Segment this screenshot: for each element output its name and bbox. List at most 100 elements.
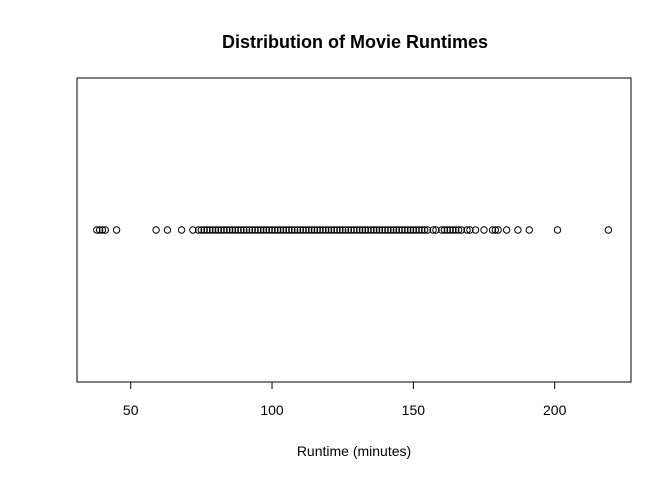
data-point [491,226,500,234]
data-point [412,226,420,234]
data-point [420,226,429,234]
data-point [296,226,304,234]
data-point [463,226,471,234]
data-point [305,226,313,234]
data-point [387,226,395,234]
data-point [242,226,251,234]
data-point [514,226,522,234]
data-point [327,226,336,234]
data-point [415,226,423,234]
data-point [197,226,206,234]
x-tick-label: 200 [543,402,567,418]
x-tick-label: 50 [123,402,139,418]
data-point [404,226,412,234]
data-point [177,226,186,234]
data-point [471,226,480,234]
data-point [494,226,502,234]
data-point [276,226,285,234]
data-point [95,226,104,234]
data-point [152,226,160,234]
data-point [98,226,107,234]
data-point [333,226,341,234]
data-point [189,226,197,234]
data-point [375,226,384,234]
data-point [370,226,378,234]
data-point [324,226,333,234]
data-point [206,226,214,234]
data-point [437,226,446,234]
data-point [480,226,488,234]
data-point [214,226,223,234]
data-point [316,226,324,234]
data-point [409,226,418,234]
data-point [251,226,259,234]
data-point [372,226,381,234]
data-points [93,226,613,234]
data-point [395,226,403,234]
data-point [330,226,338,234]
data-point [288,226,296,234]
data-point [488,226,497,234]
data-point [268,226,276,234]
data-point [353,226,361,234]
data-point [223,226,231,234]
data-point [93,226,101,234]
data-point [231,226,239,234]
data-point [381,226,389,234]
data-point [502,226,511,234]
data-point [338,226,347,234]
data-point [200,226,208,234]
data-point [248,226,256,234]
data-point [240,226,248,234]
data-point [208,226,217,234]
data-point [466,226,474,234]
data-point [220,226,228,234]
data-point [418,226,426,234]
data-point [350,226,358,234]
data-point [271,226,279,234]
data-point [237,226,245,234]
data-point [112,226,121,234]
data-point [358,226,367,234]
x-tick-label: 100 [260,402,284,418]
data-point [355,226,364,234]
data-point [313,226,321,234]
data-point [604,226,613,234]
data-point [234,226,242,234]
data-point [163,226,172,234]
data-point [279,226,288,234]
data-point [322,226,330,234]
data-point [429,226,437,234]
data-point [259,226,268,234]
data-point [364,226,372,234]
data-point [319,226,327,234]
data-point [194,226,203,234]
data-point [392,226,401,234]
data-point [367,226,375,234]
data-point [225,226,234,234]
data-point [553,226,562,234]
data-point [398,226,406,234]
data-point [525,226,533,234]
data-point [245,226,254,234]
data-point [443,226,451,234]
data-point [449,226,457,234]
data-point [344,226,353,234]
chart-title: Distribution of Movie Runtimes [222,32,488,52]
data-point [101,226,109,234]
data-point [257,226,265,234]
data-point [273,226,282,234]
data-point [217,226,225,234]
data-point [452,226,460,234]
data-point [341,226,350,234]
data-point [310,226,319,234]
data-point [446,226,454,234]
data-point [389,226,398,234]
data-point [454,226,463,234]
data-point [432,226,440,234]
data-point [254,226,262,234]
data-point [378,226,386,234]
data-point [203,226,211,234]
